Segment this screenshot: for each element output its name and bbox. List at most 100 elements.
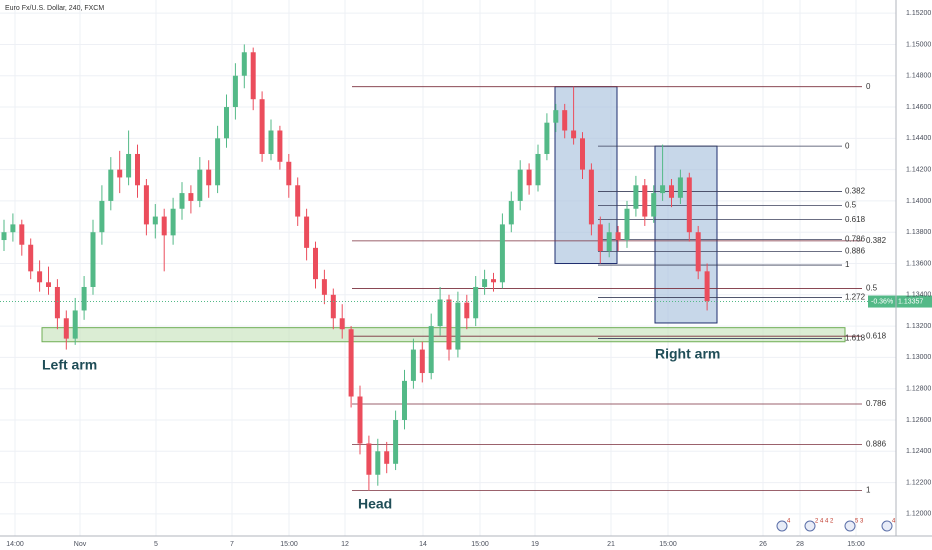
- fib-level-label: 0.5: [866, 284, 878, 293]
- candle-body: [37, 271, 43, 283]
- x-tick-label: 28: [796, 541, 804, 548]
- candle-body: [464, 302, 470, 319]
- candle-body: [402, 380, 407, 420]
- annotation: Right arm: [655, 346, 720, 362]
- event-badge: 4: [892, 519, 896, 525]
- event-badge: 5 3: [855, 519, 864, 525]
- candle-body: [152, 216, 158, 225]
- candle-body: [686, 177, 692, 233]
- x-tick-label: 15:00: [847, 541, 865, 548]
- event-icon: [881, 520, 893, 532]
- candle-body: [393, 419, 399, 464]
- candle-body: [597, 224, 603, 251]
- zone: [41, 327, 846, 343]
- event-icon: [804, 520, 816, 532]
- fib-level-label: 1.272: [845, 293, 866, 302]
- fib-level-label: 0.382: [845, 187, 866, 196]
- candle-body: [677, 177, 683, 198]
- candle-body: [339, 318, 345, 330]
- candle-body: [517, 169, 523, 201]
- x-tick-label: 7: [230, 541, 234, 548]
- y-tick-label: 1.13000: [906, 354, 931, 361]
- fib-level-label: 0.886: [845, 247, 866, 256]
- candle-body: [624, 208, 630, 241]
- candle-body: [46, 282, 51, 287]
- candle-body: [588, 169, 594, 225]
- fib-level-label: 1: [845, 260, 850, 269]
- candle-body: [19, 224, 25, 245]
- candle-body: [197, 169, 203, 201]
- candle-body: [161, 216, 167, 236]
- x-tick-label: 26: [759, 541, 767, 548]
- last-price-tag: [868, 295, 932, 308]
- candle-body: [179, 193, 185, 209]
- candle-body: [526, 169, 532, 186]
- candle-body: [535, 153, 541, 186]
- candle-body: [580, 138, 585, 170]
- fib-level-label: 0: [845, 141, 850, 150]
- fib-level-label: 0.886: [866, 439, 887, 448]
- candle-body: [410, 349, 416, 381]
- y-tick-label: 1.12200: [906, 479, 931, 486]
- candle-body: [54, 286, 60, 319]
- candle-body: [562, 110, 568, 131]
- candle-body: [72, 310, 78, 339]
- x-tick-label: 15:00: [659, 541, 677, 548]
- candle-body: [695, 232, 701, 272]
- y-tick-label: 1.13200: [906, 323, 931, 330]
- y-tick-label: 1.14400: [906, 135, 931, 142]
- candle-body: [232, 75, 238, 108]
- y-tick-label: 1.14600: [906, 104, 931, 111]
- chart-title: Euro Fx/U.S. Dollar, 240, FXCM: [5, 5, 104, 12]
- candle-body: [366, 443, 372, 475]
- candle-body: [135, 153, 140, 186]
- candle-body: [304, 216, 310, 248]
- last-price: 1.13357: [898, 298, 923, 305]
- candle-body: [473, 286, 479, 319]
- event-icon: [844, 520, 856, 532]
- x-tick-label: 15:00: [280, 541, 298, 548]
- event-badge: 2 4 4 2: [815, 519, 834, 525]
- candle-body: [660, 185, 666, 194]
- x-tick-label: 19: [531, 541, 539, 548]
- y-tick-label: 1.13400: [906, 292, 931, 299]
- candle-body: [117, 169, 123, 178]
- candle-body: [606, 232, 612, 251]
- x-tick-label: Nov: [74, 541, 87, 548]
- candle-body: [642, 185, 648, 217]
- candle-body: [384, 451, 390, 464]
- candle-body: [437, 299, 443, 327]
- candle-body: [286, 161, 292, 186]
- candle-body: [295, 185, 301, 217]
- candle-body: [330, 294, 336, 319]
- candle-body: [499, 224, 505, 283]
- candle-body: [375, 451, 381, 475]
- fib-level-label: 0.5: [845, 201, 857, 210]
- fib-level-label: 0: [866, 82, 871, 91]
- y-tick-label: 1.12800: [906, 386, 931, 393]
- candle-body: [241, 52, 247, 76]
- candle-body: [633, 185, 639, 209]
- candle-body: [651, 193, 657, 217]
- y-tick-label: 1.14000: [906, 198, 931, 205]
- candle-body: [277, 130, 283, 162]
- fib-level-label: 1.618: [845, 334, 866, 343]
- candle-body: [143, 185, 149, 225]
- y-tick-label: 1.14200: [906, 166, 931, 173]
- candle-body: [224, 107, 229, 139]
- candle-body: [571, 130, 577, 139]
- fib-level-label: 0.618: [845, 215, 866, 224]
- candle-body: [553, 110, 559, 123]
- fib-level-label: 0.382: [866, 236, 887, 245]
- candle-body: [215, 138, 221, 186]
- candle-body: [63, 318, 69, 339]
- candle-body: [126, 153, 132, 178]
- candle-body: [482, 279, 488, 287]
- candle-body: [428, 326, 434, 374]
- candle-body: [108, 169, 114, 201]
- fib-level-label: 1: [866, 486, 871, 495]
- candle-body: [357, 396, 363, 444]
- y-tick-label: 1.12400: [906, 448, 931, 455]
- fib-level-label: 0.786: [845, 235, 866, 244]
